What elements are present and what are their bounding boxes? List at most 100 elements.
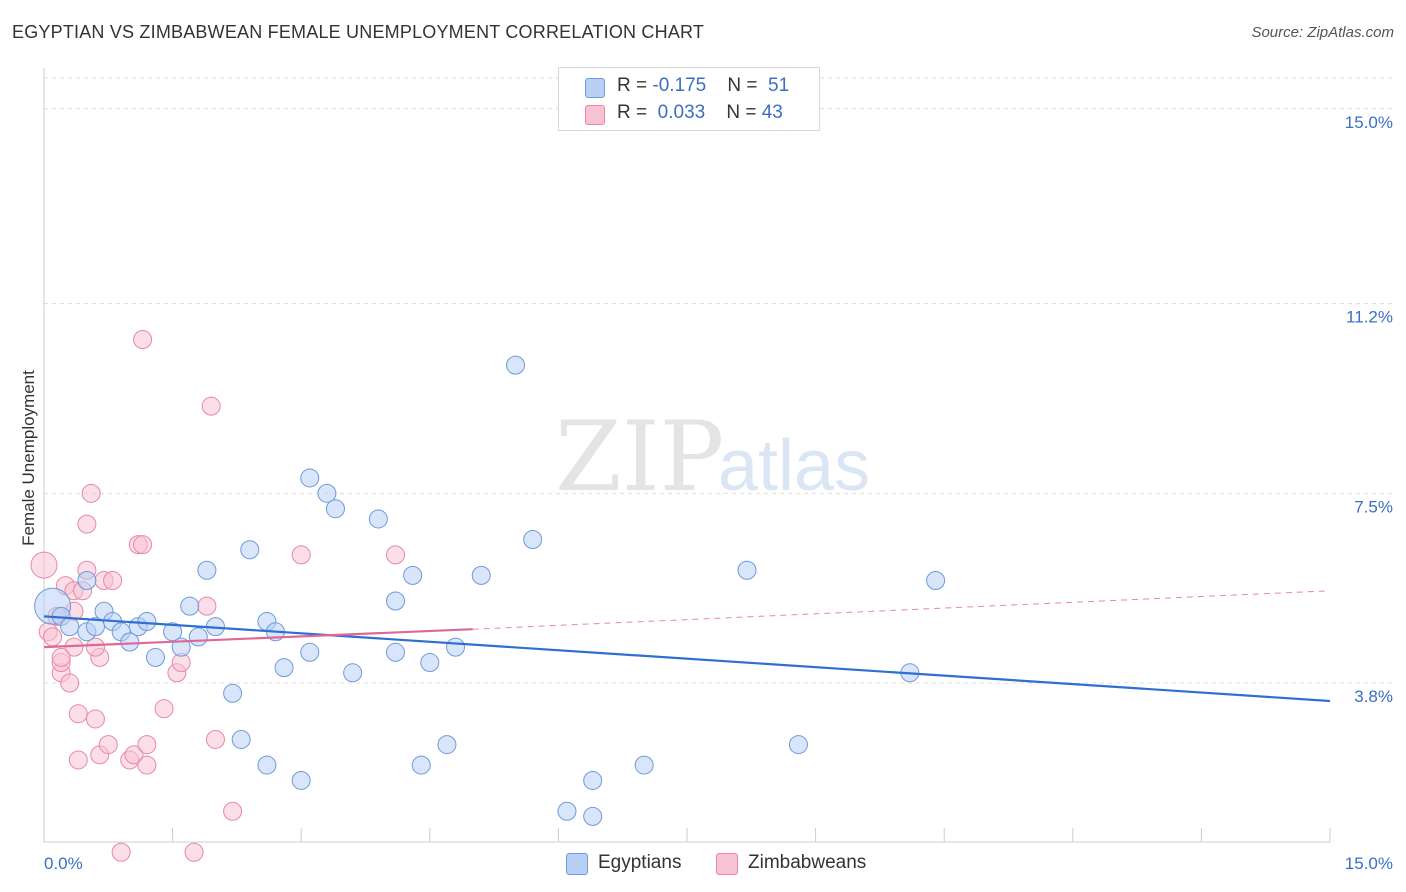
legend-r-value: -0.175 bbox=[652, 75, 707, 96]
watermark-zip: ZIP bbox=[555, 401, 724, 513]
egyptians-point bbox=[788, 735, 808, 755]
chart-title: EGYPTIAN VS ZIMBABWEAN FEMALE UNEMPLOYME… bbox=[12, 22, 705, 42]
egyptians-point bbox=[240, 540, 260, 560]
egyptians-point bbox=[180, 596, 200, 616]
egyptians-swatch bbox=[566, 853, 588, 875]
zimbabweans-point bbox=[68, 750, 88, 770]
x-tick-label-min: 0.0% bbox=[44, 854, 83, 873]
legend-n-label: N = bbox=[727, 75, 763, 96]
egyptians-point bbox=[300, 642, 320, 662]
zimbabweans-point bbox=[291, 545, 311, 565]
egyptians-point bbox=[291, 770, 311, 790]
egyptians-point bbox=[274, 658, 294, 678]
egyptians-point bbox=[523, 529, 543, 549]
zimbabweans-point bbox=[197, 596, 217, 616]
egyptians-point bbox=[300, 468, 320, 488]
zimbabweans-point bbox=[103, 570, 123, 590]
egyptians-point bbox=[137, 612, 157, 632]
zimbabweans-point bbox=[111, 842, 131, 862]
egyptians-point bbox=[223, 683, 243, 703]
egyptians-trend-line bbox=[43, 615, 1331, 703]
egyptians-point bbox=[471, 565, 491, 585]
zimbabweans-point bbox=[68, 704, 88, 724]
egyptians-point bbox=[145, 647, 165, 667]
zimbabweans-point bbox=[201, 396, 221, 416]
trend-lines bbox=[43, 590, 1331, 703]
zimbabweans-point bbox=[43, 627, 63, 647]
egyptians-point bbox=[188, 627, 208, 647]
y-axis-label: Female Unemployment bbox=[19, 370, 38, 546]
y-tick-labels: 15.0% 11.2% 7.5% 3.8% bbox=[1345, 113, 1393, 706]
y-tick-label: 11.2% bbox=[1346, 308, 1393, 327]
egyptians-point bbox=[583, 806, 603, 826]
egyptians-point bbox=[120, 632, 140, 652]
zimbabweans-point bbox=[51, 647, 71, 667]
egyptians-point bbox=[420, 653, 440, 673]
bottom-legend-zimbabweans-label: Zimbabweans bbox=[748, 852, 867, 873]
zimbabweans-point bbox=[30, 551, 58, 579]
legend-r-label: R = bbox=[617, 102, 653, 123]
zimbabweans-point bbox=[386, 545, 406, 565]
zimbabweans-swatch bbox=[716, 853, 738, 875]
legend-r-label: R = bbox=[617, 75, 653, 96]
x-tick-label-max: 15.0% bbox=[1345, 854, 1393, 873]
egyptians-point bbox=[386, 591, 406, 611]
egyptians-swatch bbox=[585, 78, 605, 98]
axes bbox=[43, 68, 1331, 843]
zimbabweans-point bbox=[137, 755, 157, 775]
egyptians-point bbox=[231, 729, 251, 749]
zimbabweans-point bbox=[223, 801, 243, 821]
egyptians-point bbox=[60, 617, 80, 637]
correlation-legend: R = -0.175 N = 51 R = 0.033 N = 43 bbox=[558, 67, 820, 131]
y-tick-label: 15.0% bbox=[1345, 113, 1393, 132]
egyptians-point bbox=[411, 755, 431, 775]
egyptians-point bbox=[557, 801, 577, 821]
y-tick-label: 7.5% bbox=[1354, 497, 1393, 516]
egyptians-point bbox=[317, 483, 337, 503]
zimbabweans-point bbox=[60, 673, 80, 693]
grid-lines bbox=[44, 77, 1395, 684]
bottom-legend-egyptians-label: Egyptians bbox=[598, 852, 682, 873]
zimbabweans-trend-line bbox=[43, 628, 473, 649]
egyptians-point bbox=[368, 509, 388, 529]
zimbabweans-trend-extension bbox=[472, 590, 1331, 630]
egyptians-point bbox=[403, 565, 423, 585]
zimbabweans-point bbox=[124, 745, 144, 765]
legend-egyptians-text: R = -0.175 N = 51 bbox=[617, 75, 789, 97]
legend-zimbabweans-text: R = 0.033 N = 43 bbox=[617, 102, 783, 124]
zimbabweans-point bbox=[184, 842, 204, 862]
zimbabweans-point bbox=[85, 637, 105, 657]
zimbabweans-point bbox=[133, 330, 153, 350]
egyptians-point bbox=[257, 755, 277, 775]
zimbabweans-point bbox=[137, 735, 157, 755]
egyptians-point bbox=[506, 355, 526, 375]
legend-n-value: 51 bbox=[768, 75, 790, 96]
zimbabweans-point bbox=[205, 729, 225, 749]
source-note: Source: ZipAtlas.com bbox=[1251, 24, 1394, 41]
zimbabweans-point bbox=[77, 514, 97, 534]
egyptians-point bbox=[85, 617, 105, 637]
egyptians-point bbox=[583, 770, 603, 790]
zimbabweans-point bbox=[98, 735, 118, 755]
watermark-atlas: atlas bbox=[718, 426, 870, 506]
y-tick-label: 3.8% bbox=[1354, 687, 1393, 706]
zimbabweans-point bbox=[154, 699, 174, 719]
egyptians-point bbox=[926, 570, 946, 590]
legend-r-value: 0.033 bbox=[657, 102, 706, 123]
zimbabweans-point bbox=[85, 709, 105, 729]
egyptians-point bbox=[77, 570, 97, 590]
legend-n-value: 43 bbox=[761, 102, 783, 123]
egyptians-point bbox=[634, 755, 654, 775]
zimbabweans-swatch bbox=[585, 105, 605, 125]
egyptians-point bbox=[325, 499, 345, 519]
egyptians-point bbox=[737, 560, 757, 580]
egyptians-point bbox=[446, 637, 466, 657]
egyptians-point bbox=[437, 735, 457, 755]
legend-n-label: N = bbox=[726, 102, 762, 123]
egyptians-point bbox=[386, 642, 406, 662]
egyptians-point bbox=[197, 560, 217, 580]
zimbabweans-point bbox=[81, 483, 101, 503]
zimbabweans-points bbox=[30, 330, 406, 862]
zimbabweans-point bbox=[133, 535, 153, 555]
